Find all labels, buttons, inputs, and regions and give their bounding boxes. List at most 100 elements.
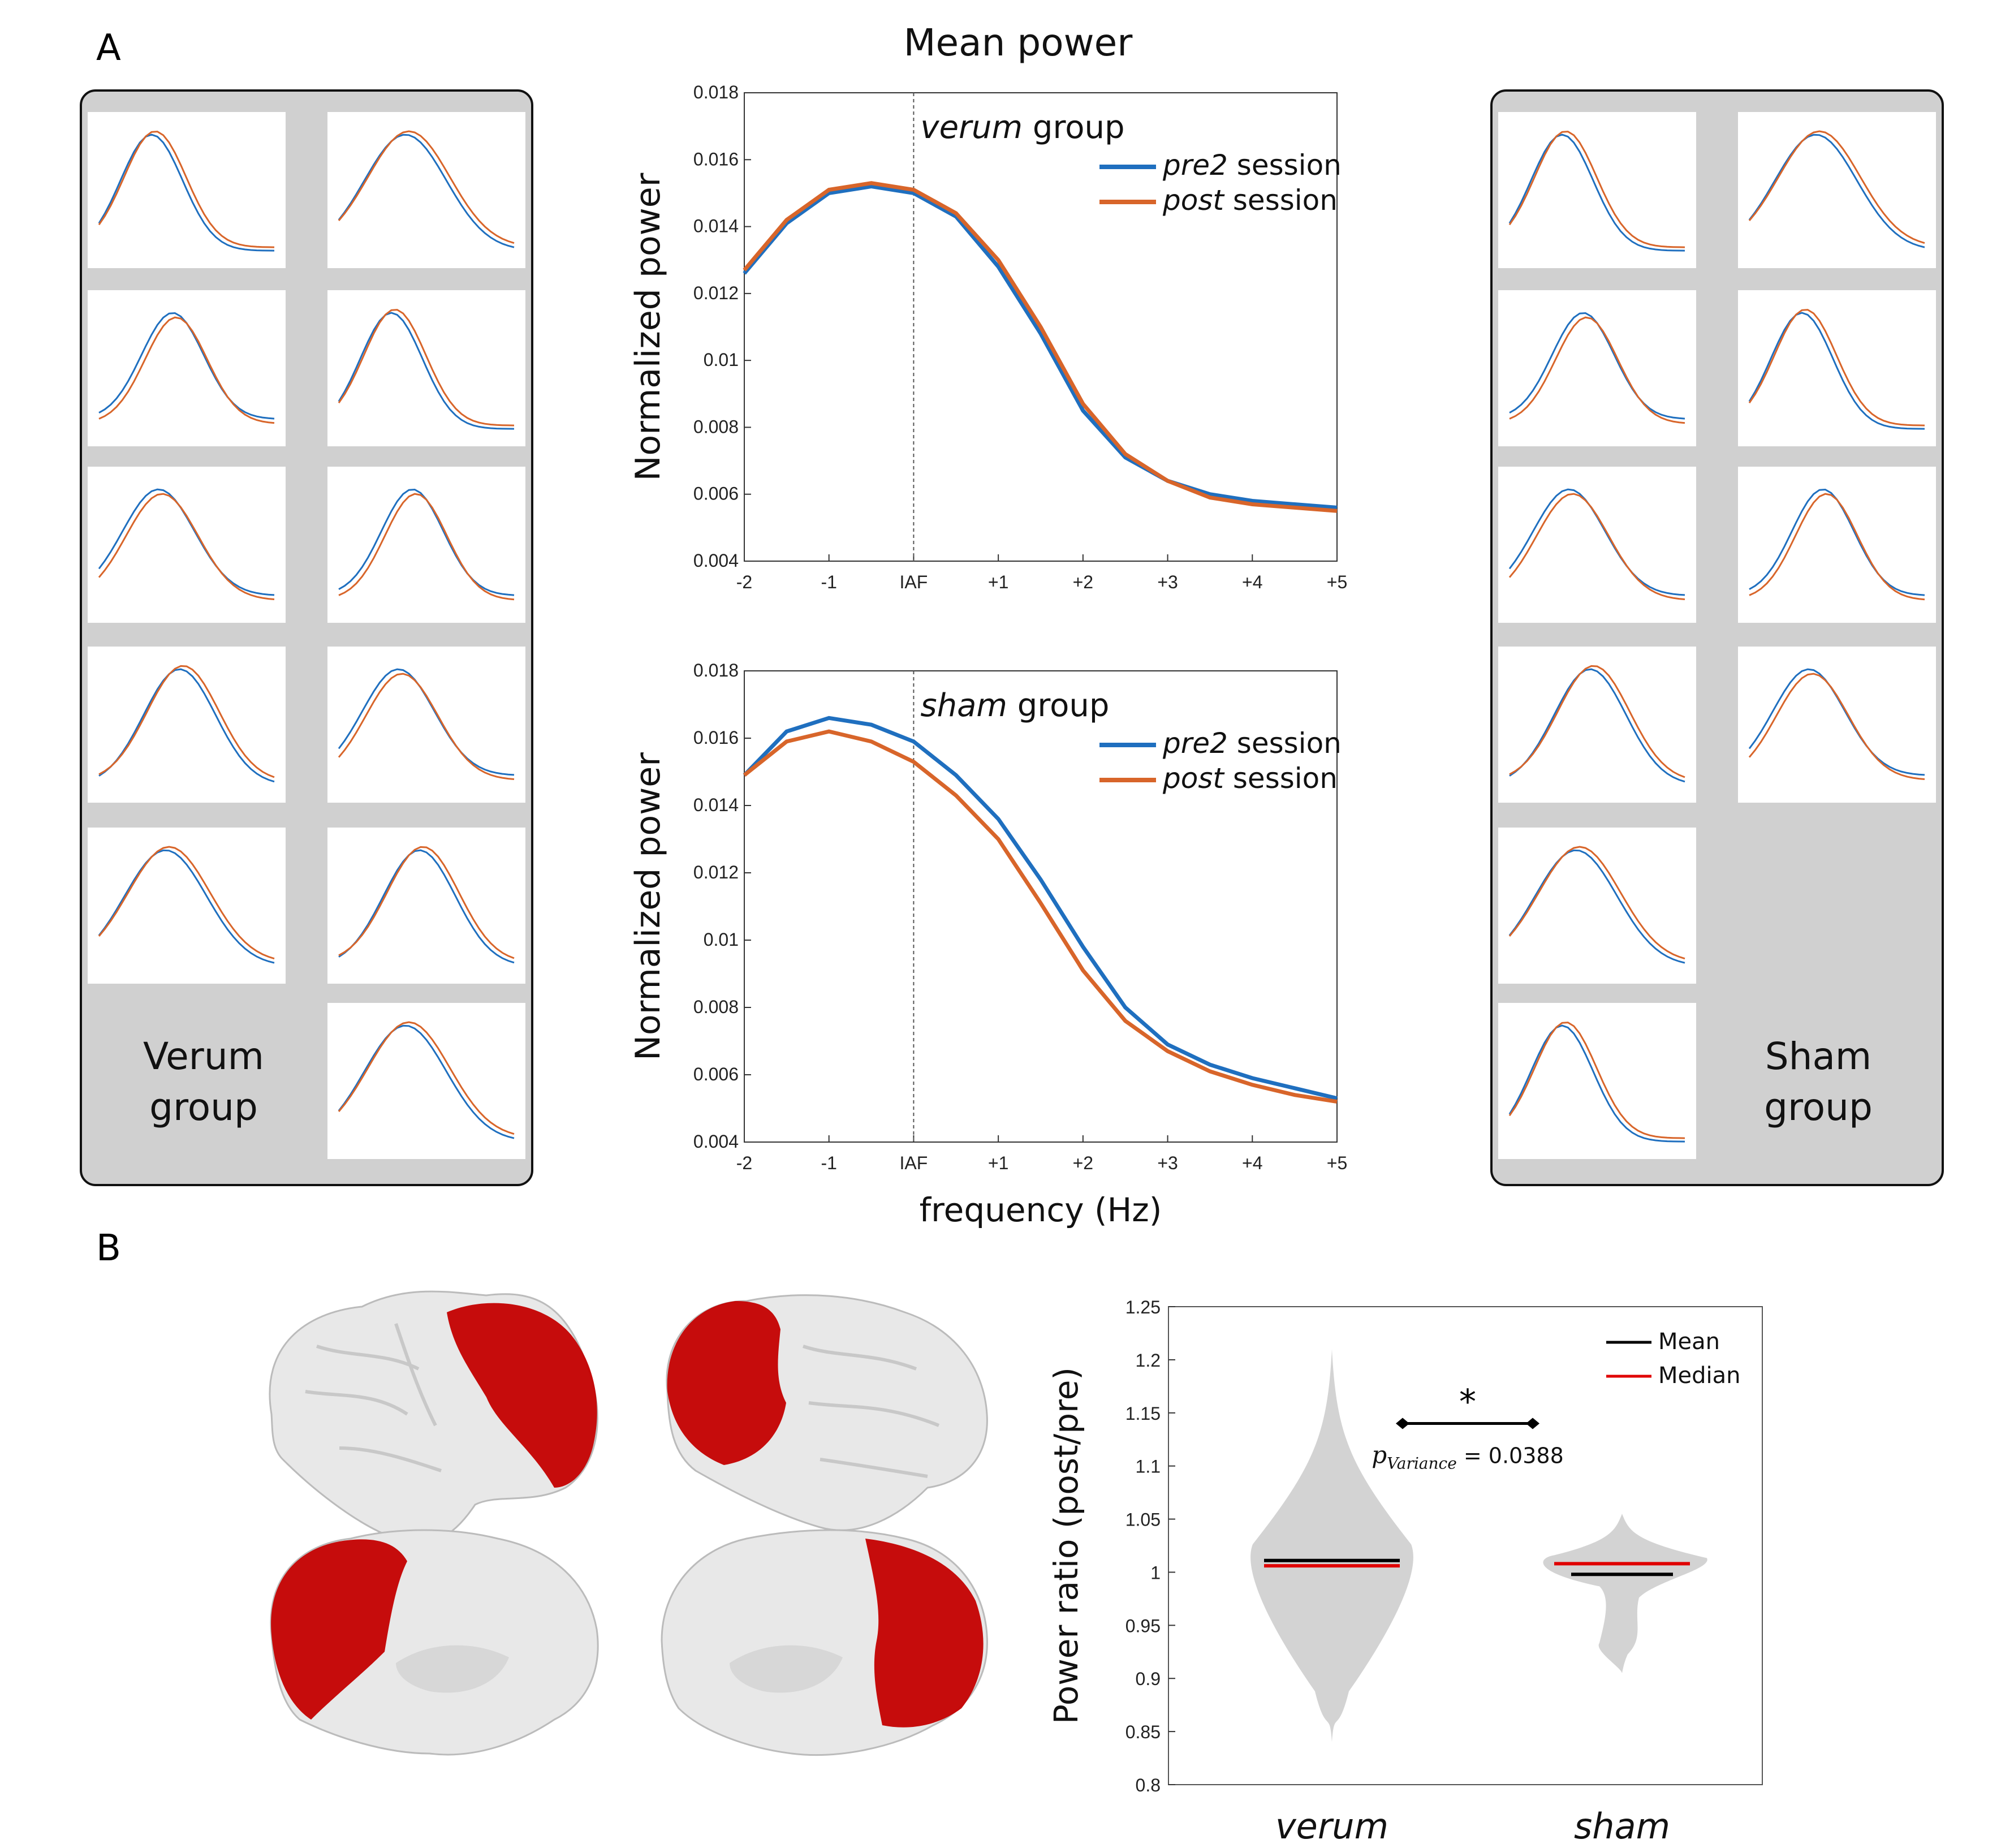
legend-entry: post session xyxy=(1162,762,1338,795)
x-tick-label: +4 xyxy=(1242,572,1262,592)
title-rest: group xyxy=(1023,109,1124,146)
legend-entry: Mean xyxy=(1658,1329,1720,1355)
y-tick-label: 0.012 xyxy=(693,862,739,882)
legend-rest: session xyxy=(1224,184,1338,217)
p-value-label: pVariance = 0.0388 xyxy=(1372,1441,1564,1473)
subject-post-line xyxy=(98,846,275,960)
subject-pre2-line xyxy=(98,849,275,964)
legend-rest: session xyxy=(1228,727,1342,760)
x-tick-label: -2 xyxy=(736,572,752,592)
x-tick-label: IAF xyxy=(900,572,928,592)
subject-post-line xyxy=(1748,130,1925,244)
sham-group-label-line1: Sham xyxy=(1765,1035,1871,1078)
y-axis-label: Normalized power xyxy=(628,173,668,481)
category-label-sham: sham xyxy=(1574,1806,1670,1847)
y-tick-label: 0.004 xyxy=(693,1131,739,1152)
y-tick-label: 0.01 xyxy=(704,929,739,950)
legend-italic: pre2 xyxy=(1162,727,1228,760)
p-value: = 0.0388 xyxy=(1457,1444,1564,1468)
y-tick-label: 0.9 xyxy=(1136,1669,1161,1689)
brain-medial-left xyxy=(270,1529,599,1756)
subject-post-line xyxy=(1508,493,1685,600)
x-axis-label: frequency (Hz) xyxy=(920,1191,1162,1229)
subject-post-line xyxy=(1748,309,1925,427)
x-tick-label: +1 xyxy=(988,572,1008,592)
brain-medial-right xyxy=(661,1529,988,1756)
y-tick-label: 1 xyxy=(1150,1562,1161,1583)
y-tick-label: 0.006 xyxy=(693,1064,739,1084)
verum-subject-panel: Verum group xyxy=(80,89,533,1186)
y-tick-label: 0.95 xyxy=(1125,1616,1161,1636)
verum-group-label-line1: Verum xyxy=(143,1035,264,1078)
subject-post-line xyxy=(338,673,515,780)
sham-subject-tiles xyxy=(1498,112,1936,1159)
subject-post-line xyxy=(338,1021,515,1135)
subject-post-line xyxy=(1509,316,1685,424)
subject-tile xyxy=(1738,467,1936,623)
legend-rest: session xyxy=(1224,762,1338,795)
x-tick-label: -1 xyxy=(821,1153,836,1173)
power-ratio-violin-chart: 0.8 0.85 0.9 0.95 1 1.05 1.1 1.15 1.2 1.25 verum sh… xyxy=(1047,1297,1763,1847)
x-tick-label: IAF xyxy=(900,1153,928,1173)
x-tick-label: +5 xyxy=(1327,1153,1347,1173)
x-tick-label: +5 xyxy=(1327,572,1347,592)
significance-star: * xyxy=(1459,1382,1476,1422)
subject-post-line xyxy=(1508,131,1685,248)
subject-tile xyxy=(327,467,525,623)
subject-post-line xyxy=(338,309,515,427)
subject-tile xyxy=(1498,290,1696,446)
y-tick-label: 0.018 xyxy=(693,82,739,102)
title-rest: group xyxy=(1007,687,1109,724)
title-italic: verum xyxy=(920,109,1023,146)
x-tick-label: +2 xyxy=(1073,1153,1093,1173)
y-tick-label: 0.004 xyxy=(693,550,739,571)
subject-pre2-line xyxy=(338,133,515,248)
subject-pre2-line xyxy=(1748,133,1925,248)
p-symbol: p xyxy=(1372,1441,1387,1469)
significance-end-left xyxy=(1396,1418,1409,1429)
subject-post-line xyxy=(98,493,275,600)
subject-tile xyxy=(1738,647,1936,803)
mean-power-title: Mean power xyxy=(904,21,1133,64)
subject-tile xyxy=(327,828,525,984)
x-tick-label: -1 xyxy=(821,572,836,592)
y-axis-label: Power ratio (post/pre) xyxy=(1047,1367,1085,1724)
x-tick-label: +4 xyxy=(1242,1153,1262,1173)
brain-images xyxy=(269,1290,988,1756)
subject-pre2-line xyxy=(1509,668,1685,783)
y-tick-label: 0.01 xyxy=(704,350,739,370)
legend-entry: Median xyxy=(1658,1363,1741,1389)
subject-pre2-line xyxy=(1508,133,1685,252)
series-pre2-line xyxy=(743,716,1338,1101)
subject-pre2-line xyxy=(1508,849,1685,964)
series-pre2-line xyxy=(743,184,1338,510)
y-tick-label: 1.2 xyxy=(1136,1350,1161,1371)
subject-tile xyxy=(327,112,525,268)
subject-tile xyxy=(327,1003,525,1159)
y-tick-label: 1.15 xyxy=(1125,1403,1161,1424)
subject-tile xyxy=(88,290,286,446)
subject-pre2-line xyxy=(338,1024,515,1139)
subject-pre2-line xyxy=(338,312,515,430)
series-post-line xyxy=(743,729,1338,1104)
sham-power-chart: 0.004 0.006 0.008 0.01 0.012 0.014 0.016 0.018 -… xyxy=(628,660,1347,1229)
verum-group-label-line2: group xyxy=(149,1085,258,1129)
brain-lateral-right xyxy=(666,1294,988,1531)
subject-tile xyxy=(327,647,525,803)
subject-post-line xyxy=(1749,493,1925,601)
verum-subject-tiles xyxy=(88,112,525,1159)
legend-entry: pre2 session xyxy=(1162,149,1342,182)
y-tick-label: 0.8 xyxy=(1136,1775,1161,1795)
verum-power-chart: 0.004 0.006 0.008 0.01 0.012 0.014 0.016 0.018 -… xyxy=(628,82,1347,592)
subject-post-line xyxy=(1748,673,1925,780)
subject-pre2-line xyxy=(98,133,275,252)
subject-post-line xyxy=(1509,665,1685,778)
y-tick-label: 0.012 xyxy=(693,283,739,303)
subject-post-line xyxy=(1508,846,1685,960)
x-tick-label: +3 xyxy=(1157,1153,1178,1173)
legend-entry: pre2 session xyxy=(1162,727,1342,760)
y-tick-label: 0.016 xyxy=(693,727,739,748)
subject-tile xyxy=(88,647,286,803)
subject-tile xyxy=(1738,112,1936,268)
legend-entry: post session xyxy=(1162,184,1338,217)
